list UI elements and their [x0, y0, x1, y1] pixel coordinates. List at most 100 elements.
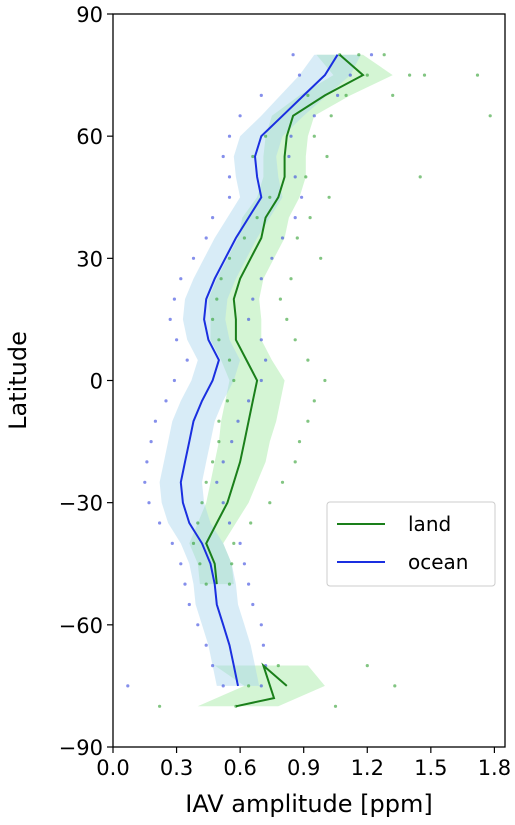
y-tick-label: −30: [59, 492, 103, 516]
ocean-point: [175, 338, 179, 342]
land-point: [297, 440, 302, 444]
ocean-point: [183, 582, 187, 586]
band-land: [189, 54, 393, 585]
ocean-point: [242, 562, 246, 566]
ocean-point: [291, 53, 295, 57]
land-point: [325, 154, 329, 159]
land-point: [306, 419, 310, 423]
ocean-point: [211, 664, 215, 668]
ocean-point: [149, 440, 153, 444]
ocean-point: [247, 582, 251, 586]
x-tick-label: 1.8: [478, 756, 511, 780]
ocean-point: [221, 154, 225, 159]
land-point: [232, 541, 236, 546]
ocean-point: [196, 623, 200, 627]
ocean-point: [251, 602, 255, 607]
land-point: [227, 256, 232, 260]
land-point: [306, 358, 310, 362]
land-point: [247, 684, 251, 688]
ocean-point: [259, 277, 263, 281]
land-point: [217, 338, 221, 342]
ocean-point: [227, 521, 232, 525]
y-tick-label: 60: [76, 125, 103, 149]
ocean-point: [221, 460, 225, 464]
land-point: [232, 378, 236, 383]
ocean-point: [261, 643, 265, 647]
ocean-point: [236, 419, 240, 423]
land-point: [475, 73, 480, 77]
ocean-point: [145, 460, 149, 464]
ocean-point: [247, 399, 251, 403]
land-point: [319, 256, 323, 260]
ocean-point: [227, 134, 232, 138]
uncertainty-bands: [159, 54, 393, 707]
ocean-point: [280, 236, 285, 240]
land-point: [344, 93, 348, 97]
ocean-point: [143, 480, 147, 484]
land-point: [158, 704, 162, 708]
ocean-point: [179, 277, 183, 281]
land-point: [200, 501, 204, 505]
land-point: [215, 297, 219, 301]
land-point: [312, 399, 316, 403]
ocean-point: [297, 73, 302, 77]
ocean-point: [259, 623, 263, 627]
land-point: [264, 134, 268, 138]
ocean-point: [221, 684, 225, 688]
land-point: [312, 134, 316, 138]
ocean-point: [170, 541, 174, 546]
ocean-point: [300, 195, 304, 199]
ocean-point: [270, 256, 274, 260]
y-tick-label: 30: [76, 247, 103, 271]
ocean-point: [348, 73, 352, 77]
axis-ticks: 0.0 0.3 0.6 0.9 1.2 1.5 1.8 90 60 30 0 −30 −60 −90: [59, 3, 511, 780]
y-tick-label: −90: [59, 736, 103, 760]
land-point: [382, 53, 386, 57]
ocean-point: [168, 317, 172, 321]
x-axis-title: IAV amplitude [ppm]: [185, 790, 433, 818]
ocean-point: [204, 236, 208, 240]
y-tick-label: 90: [76, 3, 103, 27]
ocean-point: [230, 440, 234, 444]
land-point: [204, 582, 208, 586]
ocean-point: [259, 93, 263, 97]
land-point: [285, 317, 289, 321]
x-tick-label: 1.5: [414, 756, 447, 780]
legend: land ocean: [326, 501, 496, 587]
ocean-point: [336, 93, 340, 97]
land-point: [295, 236, 299, 240]
land-point: [289, 277, 293, 281]
land-point: [327, 195, 331, 199]
land-point: [198, 562, 202, 566]
ocean-point: [179, 562, 183, 566]
land-point: [391, 93, 395, 97]
land-point: [276, 664, 280, 668]
land-point: [393, 684, 397, 688]
ocean-point: [259, 378, 263, 383]
x-tick-label: 1.2: [351, 756, 384, 780]
land-point: [268, 501, 272, 505]
ocean-point: [221, 501, 225, 505]
ocean-point: [164, 399, 168, 403]
land-point: [365, 664, 369, 668]
land-point: [196, 521, 200, 525]
ocean-point: [251, 297, 255, 301]
ocean-point: [204, 643, 208, 647]
ocean-point: [158, 521, 162, 525]
land-point: [308, 216, 312, 220]
land-point: [268, 195, 272, 199]
ocean-point: [293, 175, 297, 179]
ocean-point: [293, 216, 297, 220]
x-tick-label: 0.6: [223, 756, 256, 780]
series-lines: [179, 53, 365, 708]
ocean-point: [187, 602, 191, 607]
ocean-point: [369, 53, 374, 57]
land-point: [204, 480, 208, 484]
land-point: [323, 378, 327, 383]
land-point: [293, 338, 297, 342]
land-point: [304, 175, 308, 179]
land-point: [408, 73, 412, 77]
line-land: [205, 53, 365, 585]
